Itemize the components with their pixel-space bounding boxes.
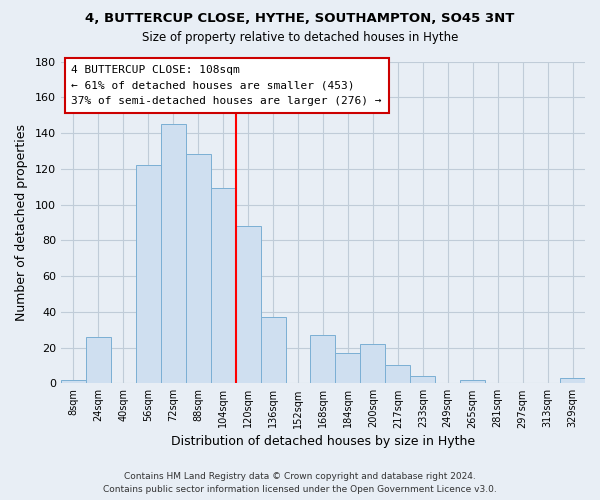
- Bar: [86, 337, 111, 384]
- Text: 4, BUTTERCUP CLOSE, HYTHE, SOUTHAMPTON, SO45 3NT: 4, BUTTERCUP CLOSE, HYTHE, SOUTHAMPTON, …: [85, 12, 515, 26]
- Bar: [460, 380, 485, 384]
- Text: Size of property relative to detached houses in Hythe: Size of property relative to detached ho…: [142, 31, 458, 44]
- Y-axis label: Number of detached properties: Number of detached properties: [15, 124, 28, 321]
- Bar: [410, 376, 435, 384]
- Bar: [260, 317, 286, 384]
- Bar: [61, 380, 86, 384]
- Bar: [361, 344, 385, 384]
- X-axis label: Distribution of detached houses by size in Hythe: Distribution of detached houses by size …: [171, 434, 475, 448]
- Bar: [560, 378, 585, 384]
- Bar: [161, 124, 186, 384]
- Text: Contains HM Land Registry data © Crown copyright and database right 2024.
Contai: Contains HM Land Registry data © Crown c…: [103, 472, 497, 494]
- Bar: [335, 353, 361, 384]
- Bar: [136, 165, 161, 384]
- Bar: [211, 188, 236, 384]
- Bar: [236, 226, 260, 384]
- Bar: [186, 154, 211, 384]
- Bar: [385, 366, 410, 384]
- Text: 4 BUTTERCUP CLOSE: 108sqm
← 61% of detached houses are smaller (453)
37% of semi: 4 BUTTERCUP CLOSE: 108sqm ← 61% of detac…: [71, 64, 382, 106]
- Bar: [310, 335, 335, 384]
